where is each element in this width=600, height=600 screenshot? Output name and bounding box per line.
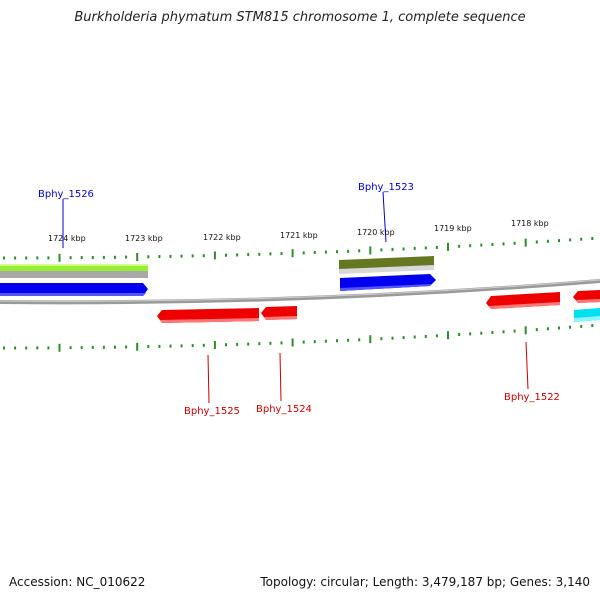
gene-bphy1526-arrow-shade [0, 293, 146, 296]
gene-bphy1522-arrow-shade [489, 302, 560, 309]
inner-ruler-ticks [3, 324, 594, 352]
ruler-label-1720: 1720 kbp [357, 228, 395, 237]
gene-partial-right-red-arrow-shade [576, 299, 600, 303]
label-line-bphy1523 [382, 191, 387, 243]
feature-lightgreen-1526-top [0, 264, 148, 266]
ruler-label-1723: 1723 kbp [125, 234, 163, 243]
feature-olive-1523-edge [339, 265, 434, 274]
gene-label-bphy1524[interactable]: Bphy_1524 [256, 404, 312, 415]
topology-text: Topology: circular; Length: 3,479,187 bp… [260, 575, 590, 589]
label-line-bphy1522 [525, 341, 529, 390]
ruler-label-1724: 1724 kbp [48, 234, 86, 243]
map-title: Burkholderia phymatum STM815 chromosome … [74, 10, 526, 25]
feature-lightgreen-1526 [0, 264, 148, 273]
label-line-bphy1524 [279, 352, 282, 402]
gene-label-bphy1523[interactable]: Bphy_1523 [358, 182, 414, 193]
gene-label-bphy1525[interactable]: Bphy_1525 [184, 406, 240, 417]
gene-label-bphy1526[interactable]: Bphy_1526 [38, 189, 94, 200]
outer-ruler-ticks [3, 237, 594, 262]
ruler-label-1719: 1719 kbp [434, 224, 472, 233]
gene-label-bphy1522[interactable]: Bphy_1522 [504, 392, 560, 403]
gene-bphy1526-arrow[interactable] [0, 283, 148, 296]
gene-bphy1525-arrow-shade [160, 318, 259, 323]
ruler-label-1718: 1718 kbp [511, 219, 549, 228]
gene-bphy1524-arrow-shade [264, 316, 297, 320]
feature-lightgreen-1526-edge [0, 271, 148, 278]
gene-bphy1523-arrow-shade [340, 284, 432, 291]
ruler-label-1721: 1721 kbp [280, 231, 318, 240]
accession-text: Accession: NC_010622 [9, 575, 146, 589]
ruler-label-1722: 1722 kbp [203, 233, 241, 242]
feature-cyan-partial-shade [574, 316, 600, 322]
label-line-bphy1525 [207, 354, 210, 404]
chromosome-backbone [0, 279, 600, 305]
chromosome-backbone-highlight [0, 279, 600, 302]
